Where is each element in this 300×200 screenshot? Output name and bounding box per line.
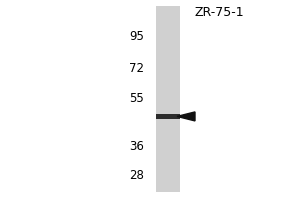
FancyBboxPatch shape — [156, 6, 180, 192]
Text: 72: 72 — [129, 62, 144, 75]
Text: 28: 28 — [129, 169, 144, 182]
Text: 55: 55 — [129, 92, 144, 105]
Text: 36: 36 — [129, 140, 144, 153]
Text: ZR-75-1: ZR-75-1 — [194, 5, 244, 19]
FancyBboxPatch shape — [156, 114, 180, 119]
Polygon shape — [177, 112, 195, 121]
Text: 95: 95 — [129, 30, 144, 43]
